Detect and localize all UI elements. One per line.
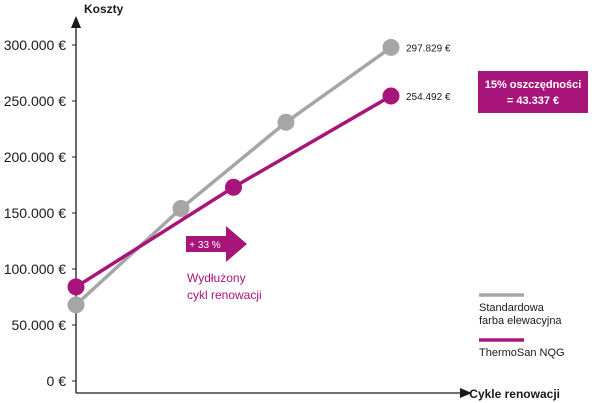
y-tick-label: 0 € <box>47 373 67 389</box>
savings-callout: 15% oszczędności = 43.337 € <box>478 71 588 113</box>
y-axis-arrowhead <box>71 16 81 28</box>
series-1-point <box>382 87 400 105</box>
savings-line2: = 43.337 € <box>507 95 559 107</box>
series-0-point <box>67 296 85 314</box>
savings-line1: 15% oszczędności <box>485 79 582 91</box>
extended-cycle-arrow: + 33 % <box>186 226 247 262</box>
series-1-point <box>67 278 85 296</box>
series-1-point <box>225 178 242 196</box>
series-0-point <box>172 200 190 218</box>
extended-cycle-text-line2: cykl renowacji <box>187 288 262 302</box>
y-axis-title: Koszty <box>84 2 124 16</box>
y-ticks: 0 € 50.000 € 100.000 € 150.000 € 200.000 € 25… <box>4 37 76 389</box>
legend-label-1: ThermoSan NQG <box>479 347 565 359</box>
y-tick-label: 200.000 € <box>4 149 66 165</box>
series-0-end-label: 297.829 € <box>406 43 451 54</box>
savings-box-bg <box>478 71 588 113</box>
x-axis-title: Cykle renowacji <box>469 387 560 401</box>
x-axis-arrowhead <box>460 388 472 398</box>
arrow-shape <box>186 226 247 262</box>
y-tick-label: 300.000 € <box>4 37 66 53</box>
series-0-point <box>277 113 295 131</box>
series-1-end-label: 254.492 € <box>406 92 451 103</box>
series-0-point <box>382 38 400 56</box>
arrow-label: + 33 % <box>189 240 221 251</box>
series-line-0 <box>74 46 393 307</box>
series <box>67 38 400 314</box>
legend-label-0: farba elewacyjna <box>479 315 562 327</box>
y-tick-label: 100.000 € <box>4 261 66 277</box>
y-tick-label: 50.000 € <box>12 317 67 333</box>
end-value-labels: 297.829 € 254.492 € <box>406 43 451 103</box>
extended-cycle-text-line1: Wydłużony <box>187 271 246 285</box>
y-tick-label: 250.000 € <box>4 93 66 109</box>
legend-label-0: Standardowa <box>479 302 545 314</box>
axes: Koszty Cykle renowacji <box>71 2 560 401</box>
y-tick-label: 150.000 € <box>4 205 66 221</box>
